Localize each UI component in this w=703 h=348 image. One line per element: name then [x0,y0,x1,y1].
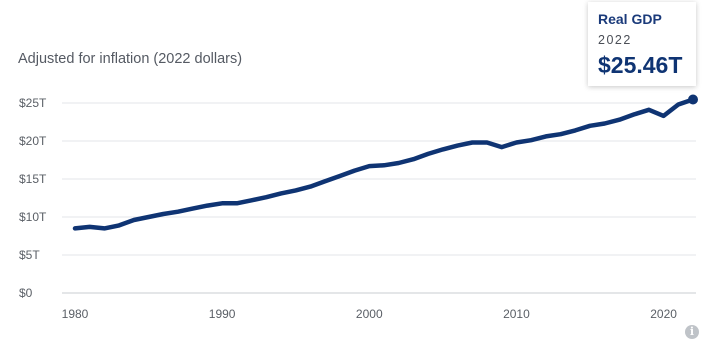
tooltip-title: Real GDP [598,11,662,27]
y-tick-label: $10T [19,210,47,224]
x-tick-label: 1990 [209,307,236,321]
x-tick-label: 1980 [62,307,89,321]
series-layer [72,94,698,231]
tooltip-year: 2022 [598,33,632,47]
gridlines [62,102,696,294]
x-tick-label: 2010 [503,307,530,321]
x-tick-label: 2020 [650,307,677,321]
y-axis-ticks: $0 $5T $10T $15T $20T $25T [19,96,47,300]
highlight-point [688,94,698,105]
chart-subtitle: Adjusted for inflation (2022 dollars) [18,51,243,67]
y-tick-label: $5T [19,248,40,262]
y-tick-label: $25T [19,96,47,110]
value-tooltip: Real GDP 2022 $25.46T [588,2,696,86]
info-icon[interactable]: i [685,325,699,339]
y-tick-label: $15T [19,172,47,186]
tooltip-value: $25.46T [598,52,683,78]
y-tick-label: $0 [19,286,33,300]
x-tick-label: 2000 [356,307,383,321]
x-axis-ticks: 1980 1990 2000 2010 2020 [62,307,678,321]
y-tick-label: $20T [19,134,47,148]
series-line-real-gdp [72,97,696,231]
